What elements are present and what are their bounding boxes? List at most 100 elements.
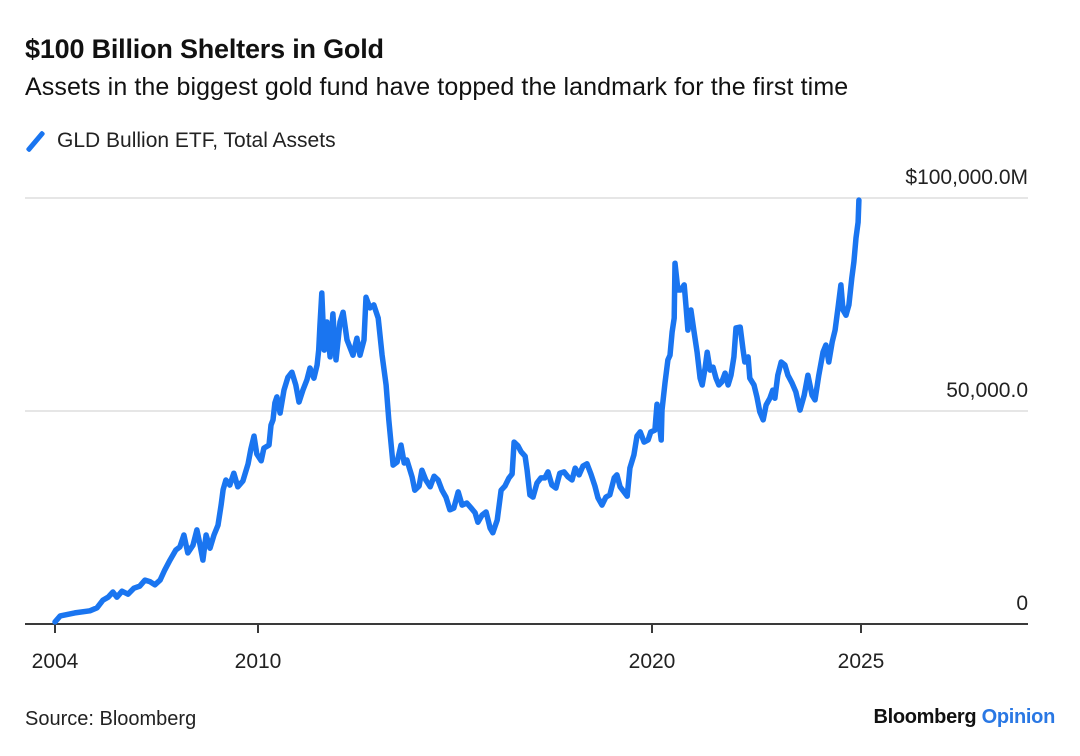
data-point (111, 590, 115, 594)
data-point (448, 508, 452, 511)
data-point (212, 533, 216, 537)
brand-accent: Opinion (981, 706, 1056, 728)
data-point (649, 430, 652, 434)
data-point (219, 503, 223, 507)
data-point (577, 473, 581, 477)
brand-logo: Bloomberg Opinion (873, 706, 1055, 729)
data-point (803, 394, 806, 397)
data-point (708, 368, 712, 372)
data-point (520, 450, 523, 454)
data-point (684, 303, 688, 307)
data-point (216, 524, 220, 527)
data-point (692, 328, 695, 332)
data-point (632, 453, 636, 457)
data-point (241, 479, 245, 483)
data-point (457, 490, 460, 494)
data-point (776, 374, 779, 377)
data-point (566, 475, 570, 479)
data-point (410, 475, 414, 479)
data-point (739, 325, 742, 329)
data-point (331, 312, 335, 316)
data-point (706, 351, 709, 354)
data-point (318, 325, 322, 328)
data-point (773, 397, 777, 400)
data-point (535, 481, 539, 485)
data-point (436, 478, 440, 482)
data-point (249, 447, 253, 451)
data-point (484, 510, 488, 514)
data-point (817, 374, 820, 377)
data-point (670, 331, 674, 334)
data-point (358, 354, 362, 357)
data-point (780, 360, 783, 364)
data-point (149, 580, 152, 583)
series-layer (52, 197, 862, 625)
x-axis: 2004 2010 2020 2025 (25, 623, 1028, 673)
data-point (743, 360, 746, 364)
data-point (806, 374, 810, 377)
data-point (574, 466, 577, 470)
data-point (138, 584, 141, 588)
data-point (783, 363, 787, 367)
data-point (488, 526, 492, 530)
data-point (182, 533, 186, 537)
data-point (355, 337, 359, 340)
x-tick-label: 2010 (235, 650, 282, 673)
y-tick-label: 0 (1016, 592, 1028, 615)
data-point (470, 506, 473, 510)
data-point (417, 484, 421, 488)
data-point (525, 469, 529, 472)
data-point (831, 340, 834, 344)
data-point (676, 288, 680, 292)
x-tick-label: 2020 (629, 650, 676, 673)
data-point (286, 376, 290, 379)
data-point (689, 308, 693, 312)
data-point (262, 446, 266, 450)
data-point (153, 583, 157, 586)
data-point (854, 236, 858, 240)
data-point (748, 377, 751, 380)
data-point (615, 473, 619, 477)
data-point (115, 596, 119, 599)
data-point (163, 568, 166, 572)
data-point (297, 400, 301, 404)
data-point (465, 501, 468, 505)
legend: GLD Bullion ETF, Total Assets (25, 128, 336, 154)
data-point (698, 377, 702, 380)
data-point (260, 459, 263, 462)
data-point (452, 506, 455, 510)
data-point (323, 348, 326, 352)
data-point (546, 470, 550, 474)
data-point (679, 288, 682, 292)
data-point (236, 485, 239, 488)
data-point (841, 308, 845, 312)
data-point (581, 464, 585, 468)
data-point (856, 221, 860, 224)
data-point (660, 438, 663, 442)
data-point (847, 303, 851, 307)
data-point (732, 355, 736, 359)
data-point (158, 578, 162, 582)
data-point (768, 397, 772, 400)
data-point (120, 590, 124, 593)
data-point (308, 366, 312, 370)
data-point (655, 403, 659, 406)
data-point (755, 395, 759, 399)
data-point (429, 485, 432, 488)
data-point (364, 296, 368, 299)
y-tick-label: 50,000.0 (946, 379, 1028, 402)
data-point (221, 488, 225, 491)
data-point (255, 452, 258, 456)
data-point (126, 593, 130, 596)
source-note: Source: Bloomberg (25, 708, 197, 730)
data-point (178, 545, 182, 549)
data-point (403, 461, 406, 465)
data-point (275, 395, 279, 399)
data-point (168, 558, 172, 562)
data-point (539, 476, 543, 480)
data-point (143, 578, 147, 582)
data-point (201, 558, 205, 562)
data-point (673, 316, 676, 320)
data-point (384, 383, 388, 387)
data-point (496, 518, 499, 522)
